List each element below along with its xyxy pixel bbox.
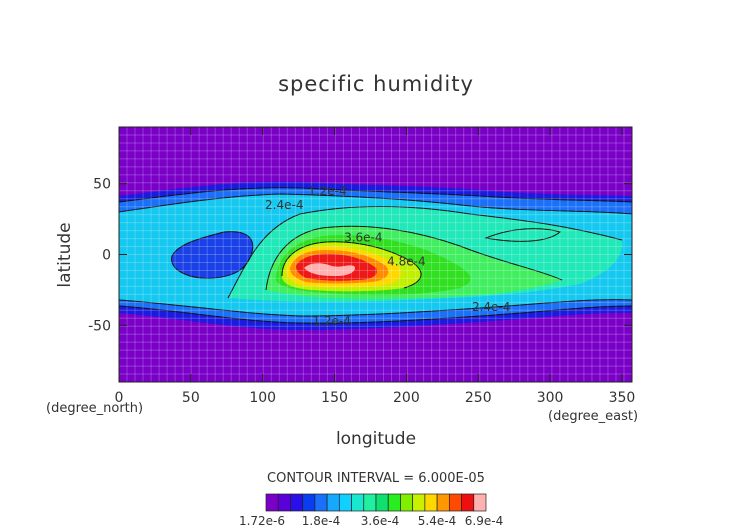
colorbar-swatch (412, 493, 426, 512)
colorbar-swatch (265, 493, 279, 512)
x-tick-label: 100 (249, 390, 276, 406)
contour-interval-text: CONTOUR INTERVAL = 6.000E-05 (267, 471, 485, 486)
colorbar-labels: 1.72e-6 1.8e-4 3.6e-4 5.4e-4 6.9e-4 (239, 514, 503, 528)
y-axis-label: latitude (55, 222, 75, 287)
colorbar-swatch (473, 493, 487, 512)
colorbar-swatch (436, 493, 450, 512)
contour-label: 1.2e-4 (308, 184, 346, 198)
blob-blue-west (171, 231, 253, 279)
colorbar-tick-label: 6.9e-4 (465, 514, 503, 528)
colorbar-swatch (424, 493, 438, 512)
x-tick-label: 50 (182, 390, 200, 406)
colorbar-swatch (363, 493, 377, 512)
colorbar-tick-label: 1.8e-4 (302, 514, 340, 528)
axis-ticks: 0 50 100 150 200 250 300 350 -50 0 50 (88, 127, 635, 406)
contour-lines (119, 187, 632, 324)
colorbar-swatch (375, 493, 389, 512)
colorbar-swatch (338, 493, 352, 512)
region-seafoam-east (486, 228, 560, 242)
y-tick-label: -50 (88, 318, 111, 334)
colorbar (265, 493, 487, 512)
x-tick-label: 350 (609, 390, 636, 406)
colorbar-tick-label: 1.72e-6 (239, 514, 285, 528)
colorbar-tick-label: 5.4e-4 (418, 514, 456, 528)
contour-label: 2.4e-4 (472, 300, 510, 314)
contour-label: 3.6e-4 (344, 231, 382, 245)
colorbar-swatch (277, 493, 291, 512)
grid-lines (119, 127, 632, 382)
colorbar-swatch (314, 493, 328, 512)
x-tick-label: 250 (465, 390, 492, 406)
x-axis-label: longitude (336, 429, 416, 449)
contour-label: 2.4e-4 (265, 198, 303, 212)
contour-label: 4.8e-4 (387, 255, 425, 269)
contour-label: 1.2e-4 (312, 314, 350, 328)
y-tick-label: 50 (93, 177, 111, 193)
colorbar-tick-label: 3.6e-4 (361, 514, 399, 528)
region-pink-core (304, 263, 356, 276)
plot-area (119, 127, 632, 382)
y-tick-label: 0 (102, 248, 111, 264)
contour-labels: 1.2e-4 2.4e-4 3.6e-4 4.8e-4 2.4e-4 1.2e-4 (265, 184, 510, 328)
chart-title: specific humidity (278, 72, 474, 96)
colorbar-swatch (302, 493, 316, 512)
colorbar-swatch (448, 493, 462, 512)
y-unit-label: (degree_north) (46, 401, 143, 416)
colorbar-swatch (326, 493, 340, 512)
x-tick-label: 200 (393, 390, 420, 406)
x-unit-label: (degree_east) (548, 409, 638, 424)
x-tick-label: 0 (115, 390, 124, 406)
x-tick-label: 300 (537, 390, 564, 406)
colorbar-swatch (387, 493, 401, 512)
x-tick-label: 150 (321, 390, 348, 406)
colorbar-swatch (400, 493, 414, 512)
colorbar-swatch (290, 493, 304, 512)
colorbar-swatch (351, 493, 365, 512)
colorbar-swatch (461, 493, 475, 512)
